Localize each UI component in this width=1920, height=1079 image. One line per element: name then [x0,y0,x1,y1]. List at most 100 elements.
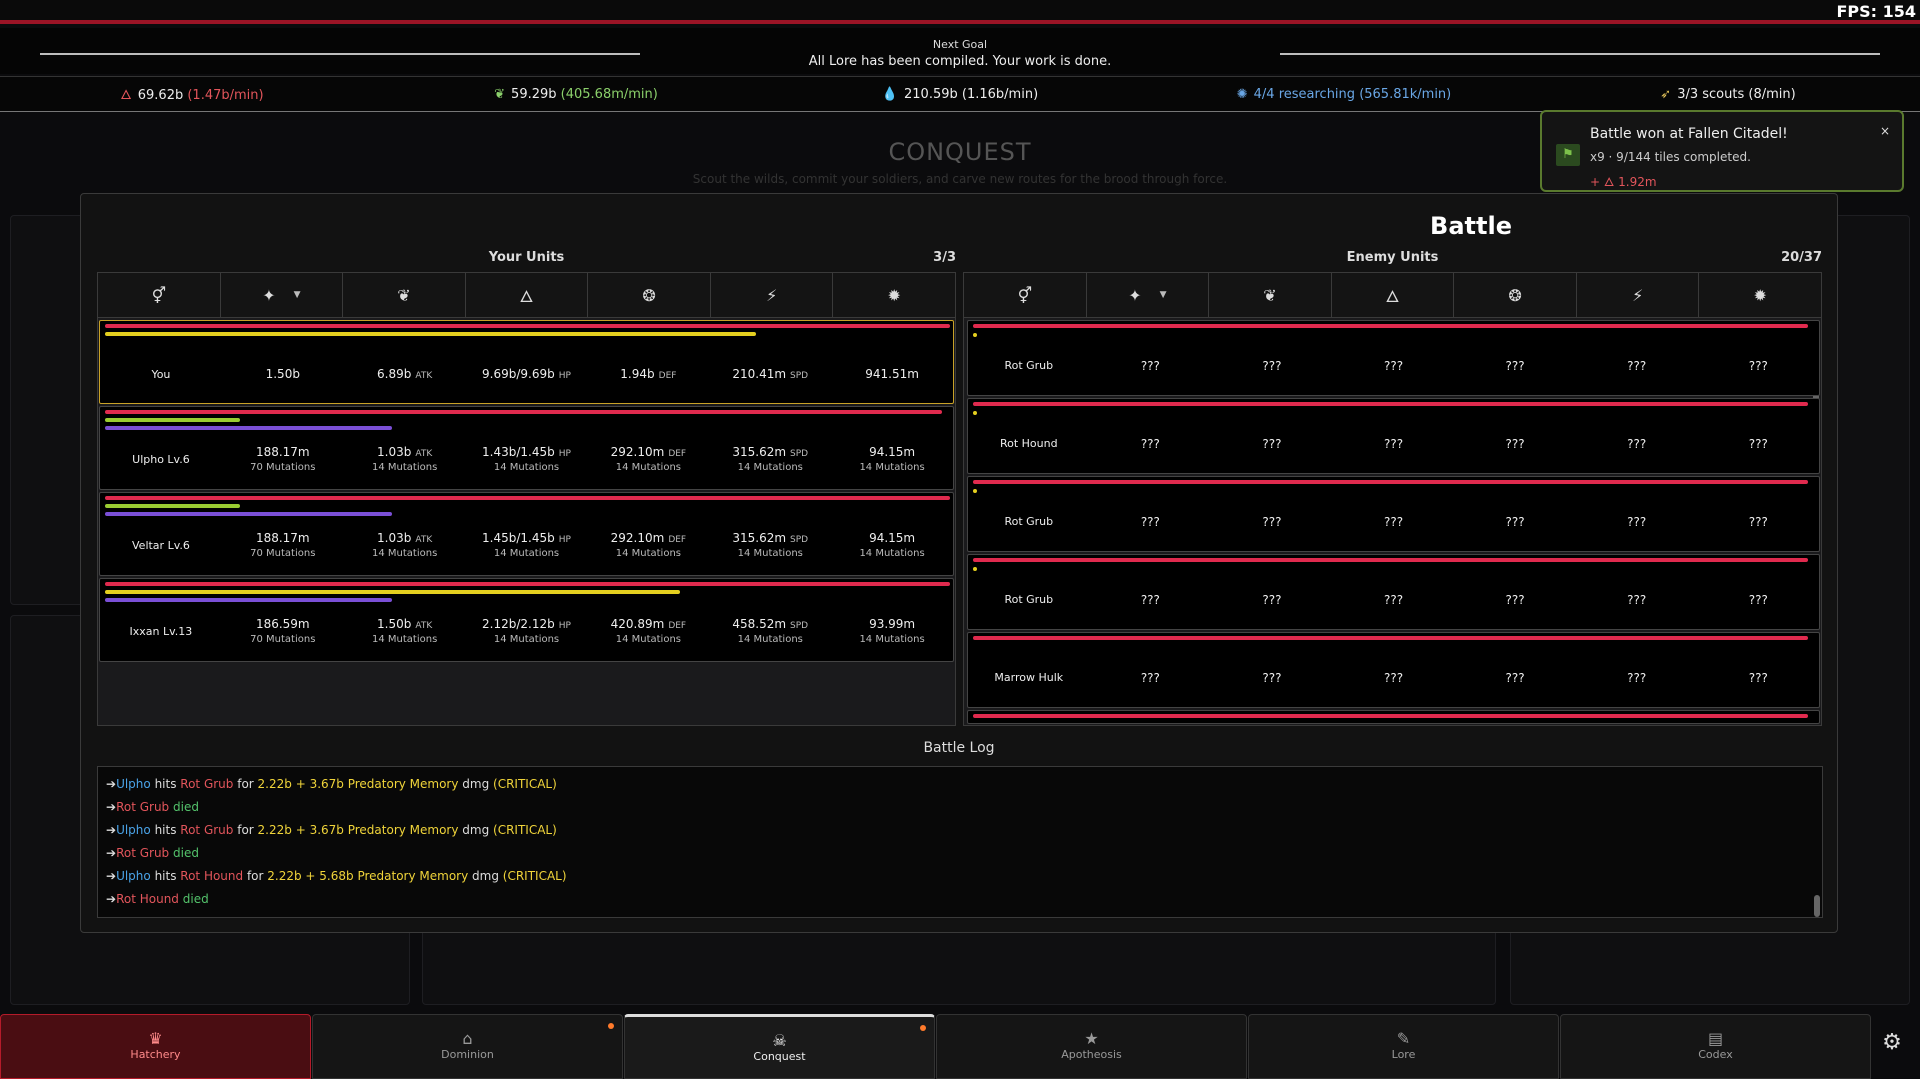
hp-bar [973,402,1808,406]
ally-unit-row[interactable]: Veltar Lv.6 188.17m 70 Mutations 1.03b ATK 14… [99,492,954,576]
ally-unit-row[interactable]: Ixxan Lv.13 186.59m 70 Mutations 1.50b ATK 14… [99,578,954,662]
chevron-down-icon[interactable]: ▼ [1159,290,1167,300]
log-actor: Ulpho [116,777,151,791]
stat-def: 292.10m DEF 14 Mutations [587,445,709,473]
log-died: died [173,846,199,860]
column-header-speed: ⚡ [1577,273,1700,317]
goal-divider-left [40,53,640,55]
resource-amount: 59.29b [511,86,557,102]
stat-atk-value: 1.50b [377,617,412,631]
enemy-stat-unknown: ??? [1383,359,1404,373]
log-verb: hits [150,869,181,883]
resource-rate: (565.81k/min) [1359,86,1452,102]
stat-atk-value: 6.89b [377,367,412,381]
enemy-unit-row[interactable]: Rot Grub?????????????????? [967,476,1820,552]
enemy-units-count: 20/37 [1781,250,1822,265]
stat-atk: 1.50b ATK 14 Mutations [344,617,466,645]
stat-unit-spd: SPD [790,621,809,631]
arrow-icon: ➔ [106,823,117,837]
stat-hp-value: 9.69b/9.69b [482,367,555,381]
log-verb: hits [150,823,181,837]
stat-name-value: Veltar Lv.6 [132,539,190,552]
power-icon: ✦ [1128,285,1142,305]
tab-codex[interactable]: ▤ Codex [1560,1014,1871,1079]
close-icon[interactable]: × [1879,124,1890,138]
log-died: died [173,800,199,814]
battle-won-toast: ⚑ Battle won at Fallen Citadel! x9 · 9/1… [1540,110,1904,192]
log-post: dmg [458,777,494,791]
battle-title: Battle [1430,212,1512,240]
sex-icon: ⚥ [151,285,167,305]
column-header-power[interactable]: ✦ ▼ [1087,273,1210,317]
your-units-header: Your Units 3/3 [97,246,956,272]
top-bar: FPS: 154 [0,0,1920,24]
tab-apotheosis[interactable]: ★ Apotheosis [936,1014,1247,1079]
log-post: dmg [468,869,503,883]
power-icon: ✦ [262,285,276,305]
log-target: Rot Grub [116,800,170,814]
mutation-count: 14 Mutations [615,462,682,473]
unit-stats: Marrow Hulk?????????????????? [968,671,1819,685]
stat-atk: 6.89b ATK [344,367,466,381]
battle-log-scrollbar[interactable] [1814,895,1820,917]
mana-bar [105,512,393,516]
enemy-unit-row[interactable]: Rot Grub?????????????????? [967,320,1820,396]
next-goal-text: All Lore has been compiled. Your work is… [808,54,1112,69]
tab-lore[interactable]: ✎ Lore [1248,1014,1559,1079]
ally-unit-row[interactable]: You 1.50b 6.89b ATK 9.69b/9.69b HP 1.94b DEF 210… [99,320,954,404]
column-header-speed: ⚡ [711,273,834,317]
battle-log-title: Battle Log [923,740,995,756]
battle-log[interactable]: ➔Ulpho hits Rot Grub for 2.22b + 3.67b P… [97,766,1823,918]
stat-def-value: 292.10m [610,531,665,545]
hp-bar [973,714,1808,718]
stat-spd: 315.62m SPD 14 Mutations [709,531,831,559]
stat-unit-spd: SPD [790,371,809,381]
hp-bar [105,324,950,328]
leaf-icon: ❦ [494,86,506,102]
enemy-unit-row[interactable]: Marrow Hulk?????????????????? [967,632,1820,708]
next-goal-label: Next Goal [932,38,988,51]
log-damage: 2.22b + 3.67b Predatory Memory [257,823,459,837]
enemy-stat-unknown: ??? [1262,671,1282,685]
stat-power: 1.50b [222,367,344,381]
enemy-unit-row[interactable]: Rot Hound?????????????????? [967,398,1820,474]
enemy-stat-unknown: ??? [1383,437,1404,451]
scroll-icon: ✎ [1396,1029,1411,1048]
enemy-unit-row[interactable]: Rot Grub?????????????????? [967,554,1820,630]
flame-icon: 🜂 [120,88,132,103]
log-actor: Ulpho [116,823,151,837]
stat-unit-atk: ATK [415,371,433,381]
resource-rate: (8/min) [1748,86,1796,102]
stat-name: Veltar Lv.6 [100,531,222,559]
column-header-power[interactable]: ✦ ▼ [221,273,344,317]
resource-rate: (1.47b/min) [187,88,264,103]
flag-icon: ⚑ [1556,144,1580,166]
scout-icon: ➶ [1660,86,1672,102]
stat-name-value: You [151,368,171,381]
gear-icon[interactable]: ⚙ [1882,1030,1902,1055]
enemy-units-list[interactable]: Rot Grub?????????????????? Rot Hound?????… [963,318,1822,726]
unit-stats: Rot Hound?????????????????? [968,437,1819,451]
unit-stats: Veltar Lv.6 188.17m 70 Mutations 1.03b ATK 14… [100,531,953,559]
enemy-stat-unknown: ??? [1627,593,1647,607]
stat-unit-def: DEF [668,621,687,631]
bottom-nav: ♛ Hatchery ⌂ Dominion ☠ Conquest ★ Apotheosis ✎ L… [0,1014,1920,1079]
stat-unit-def: DEF [658,371,677,381]
speed-icon: ⚡ [1632,285,1644,305]
chevron-down-icon[interactable]: ▼ [293,290,301,300]
enemy-stat-unknown: ??? [1262,515,1282,529]
stat-unit-atk: ATK [415,449,433,459]
arrow-icon: ➔ [106,777,117,791]
tab-hatchery[interactable]: ♛ Hatchery [0,1014,311,1079]
mutation-count: 14 Mutations [859,634,925,645]
mutation-count: 14 Mutations [372,634,438,645]
stat-hp: 1.45b/1.45b HP 14 Mutations [466,531,588,559]
ally-unit-row[interactable]: Ulpho Lv.6 188.17m 70 Mutations 1.03b ATK 14 … [99,406,954,490]
enemy-stat-unknown: ??? [1748,515,1768,529]
your-units-list[interactable]: You 1.50b 6.89b ATK 9.69b/9.69b HP 1.94b DEF 210… [97,318,956,726]
enemy-name: Rot Grub [1004,359,1054,372]
tab-dominion[interactable]: ⌂ Dominion [312,1014,623,1079]
enemy-unit-row-partial [967,710,1820,724]
tab-conquest[interactable]: ☠ Conquest [624,1014,935,1079]
mutation-count: 14 Mutations [493,634,560,645]
